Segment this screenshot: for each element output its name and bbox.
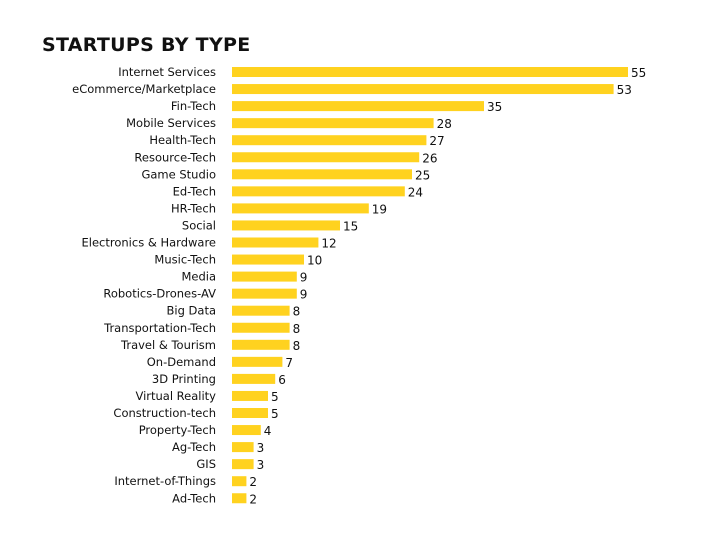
value-label: 3 [257, 458, 265, 472]
bar [232, 339, 290, 350]
bar [232, 203, 369, 214]
value-label: 6 [278, 373, 286, 387]
bar [232, 186, 405, 197]
value-label: 8 [293, 305, 301, 319]
value-label: 4 [264, 424, 272, 438]
value-label: 8 [293, 322, 301, 336]
value-label: 10 [307, 254, 322, 268]
bar [232, 101, 484, 112]
bar [232, 135, 427, 146]
category-label: eCommerce/Marketplace [72, 82, 216, 96]
bar [232, 254, 304, 265]
category-label: Ad-Tech [172, 491, 216, 505]
category-label: GIS [196, 457, 216, 471]
category-label: 3D Printing [152, 372, 216, 386]
category-label: Internet-of-Things [114, 474, 216, 488]
bar [232, 442, 254, 453]
category-label: HR-Tech [171, 201, 216, 215]
bar [232, 271, 297, 282]
value-label: 28 [437, 117, 452, 131]
value-label: 27 [429, 134, 444, 148]
bar [232, 356, 283, 367]
category-label: Transportation-Tech [103, 321, 216, 335]
value-label: 9 [300, 288, 308, 302]
bar [232, 118, 434, 129]
bar [232, 220, 340, 231]
category-label: Resource-Tech [134, 150, 216, 164]
category-label: Ed-Tech [173, 184, 216, 198]
value-label: 12 [321, 237, 336, 251]
category-label: Fin-Tech [171, 99, 216, 113]
bar [232, 288, 297, 299]
value-label: 24 [408, 185, 423, 199]
bar [232, 459, 254, 470]
category-label: Construction-tech [113, 406, 216, 420]
category-label: On-Demand [147, 355, 216, 369]
bar [232, 373, 276, 384]
value-label: 8 [293, 339, 301, 353]
value-label: 5 [271, 407, 279, 421]
category-label: Travel & Tourism [120, 338, 216, 352]
category-label: Music-Tech [154, 253, 216, 267]
bar [232, 493, 247, 504]
category-label: Electronics & Hardware [82, 236, 216, 250]
category-label: Health-Tech [149, 133, 216, 147]
bar [232, 169, 412, 180]
value-label: 3 [257, 441, 265, 455]
bar [232, 152, 420, 163]
chart-title: STARTUPS BY TYPE [42, 34, 251, 56]
bar [232, 305, 290, 316]
value-label: 35 [487, 100, 502, 114]
category-label: Big Data [167, 304, 217, 318]
category-label: Ag-Tech [172, 440, 216, 454]
bar [232, 476, 247, 487]
bar [232, 67, 628, 77]
value-label: 9 [300, 271, 308, 285]
category-label: Internet Services [118, 65, 216, 79]
value-label: 55 [631, 66, 646, 80]
category-label: Game Studio [141, 167, 216, 181]
bar [232, 425, 261, 436]
bar [232, 84, 614, 95]
category-label: Virtual Reality [135, 389, 216, 403]
category-label: Mobile Services [126, 116, 216, 130]
value-label: 53 [617, 83, 632, 97]
bar [232, 322, 290, 333]
value-label: 15 [343, 219, 358, 233]
value-label: 2 [249, 475, 257, 489]
bar [232, 237, 319, 248]
value-label: 7 [285, 356, 293, 370]
category-label: Media [181, 270, 216, 284]
value-label: 25 [415, 168, 430, 182]
value-label: 19 [372, 202, 387, 216]
bar [232, 390, 268, 401]
value-label: 26 [422, 151, 437, 165]
category-label: Property-Tech [139, 423, 216, 437]
value-label: 5 [271, 390, 279, 404]
category-label: Social [182, 218, 216, 232]
value-label: 2 [249, 492, 257, 506]
bar [232, 408, 268, 418]
category-label: Robotics-Drones-AV [103, 287, 216, 301]
